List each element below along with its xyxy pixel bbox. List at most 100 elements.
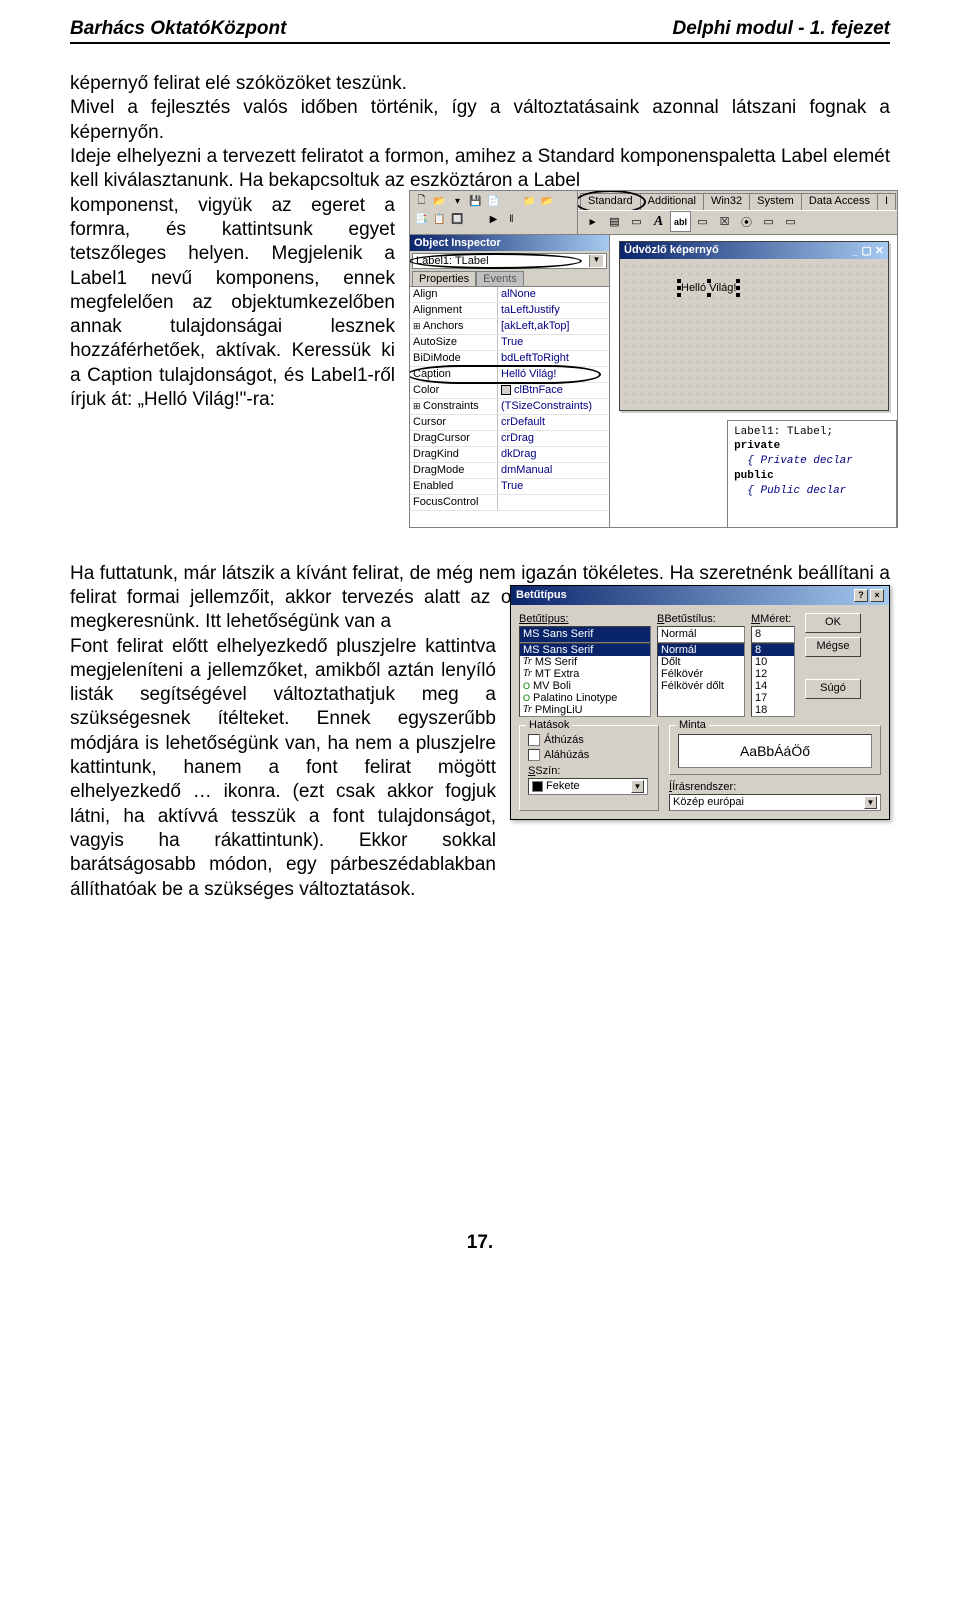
list-item[interactable]: Félkövér dőlt [658,680,744,692]
font-style-list[interactable]: NormálDőltFélkövérFélkövér dőlt [657,643,745,717]
property-row[interactable]: AlignalNone [410,287,609,303]
toolbar-button[interactable]: 📁 [521,193,538,210]
property-row[interactable]: DragModedmManual [410,463,609,479]
toolbar-button[interactable]: 📋 [431,211,448,228]
font-size-field[interactable]: 8 [751,626,795,643]
design-form-window[interactable]: Üdvözlő képernyő _ ▢ ✕ Helló Világ! [619,241,889,411]
font-size-list[interactable]: 8101214171824 [751,643,795,717]
property-row[interactable]: Anchors[akLeft,akTop] [410,319,609,335]
code-editor[interactable]: Label1: TLabel; private { Private declar… [727,420,897,528]
group-effects: Hatások [526,719,572,731]
palette-component-button[interactable]: ▭ [780,211,801,232]
property-row[interactable]: AlignmenttaLeftJustify [410,303,609,319]
code-line: public [734,470,774,482]
component-palette[interactable]: ▸▤▭AabI▭☒⦿▭▭ [578,210,897,233]
list-item[interactable]: ORaavi [520,716,650,717]
close-icon[interactable]: × [870,589,884,602]
dropdown-icon[interactable]: ▼ [631,780,644,793]
form-grid [622,262,886,408]
palette-component-button[interactable]: ▤ [604,211,625,232]
property-grid[interactable]: AlignalNoneAlignmenttaLeftJustifyAnchors… [410,286,609,527]
list-item[interactable]: Dőlt [658,656,744,668]
palette-component-button[interactable]: ▸ [582,211,603,232]
list-item[interactable]: 8 [752,644,794,656]
tab-events[interactable]: Events [476,271,524,286]
list-item[interactable]: 12 [752,668,794,680]
property-row[interactable]: CursorcrDefault [410,415,609,431]
palette-tab[interactable]: Additional [640,193,704,210]
help-icon[interactable]: ? [854,589,868,602]
property-row[interactable]: AutoSizeTrue [410,335,609,351]
toolbar-button[interactable]: 📄 [485,193,502,210]
cancel-button[interactable]: Mégse [805,637,861,657]
toolbar-button[interactable]: ▶ [485,211,502,228]
property-row[interactable]: DragKinddkDrag [410,447,609,463]
toolbar-button[interactable]: 📂 [431,193,448,210]
checkbox-underline[interactable]: Aláhúzás [528,749,650,761]
palette-component-button[interactable]: ▭ [626,211,647,232]
property-row[interactable]: EnabledTrue [410,479,609,495]
font-dialog: Betűtípus ? × Betűtípus: MS Sans Serif M… [510,585,890,820]
palette-component-button[interactable]: ☒ [714,211,735,232]
list-item[interactable]: 14 [752,680,794,692]
list-item[interactable]: TrPMingLiU [520,704,650,716]
property-row[interactable]: BiDiModebdLeftToRight [410,351,609,367]
palette-component-button[interactable]: ▭ [758,211,779,232]
palette-component-button[interactable]: A [648,211,669,232]
palette-tab[interactable]: Win32 [703,193,750,210]
list-item[interactable]: MS Sans Serif [520,644,650,656]
dropdown-icon[interactable]: ▼ [589,255,603,267]
palette-tab[interactable]: Data Access [801,193,878,210]
checkbox-strikeout[interactable]: Áthúzás [528,734,650,746]
label-script: ÍÍrásrendszer: [669,781,881,793]
toolbar-button[interactable]: ‖ [503,211,520,228]
toolbar-button[interactable] [521,211,538,228]
font-name-field[interactable]: MS Sans Serif [519,626,651,643]
list-item[interactable]: Normál [658,644,744,656]
component-palette-tabs[interactable]: StandardAdditionalWin32SystemData Access… [578,191,897,210]
paragraph-1a: képernyő felirat elé szóközöket teszünk. [70,72,890,96]
palette-tab[interactable]: System [749,193,802,210]
list-item[interactable]: OPalatino Linotype [520,692,650,704]
property-row[interactable]: CaptionHelló Világ! [410,367,609,383]
property-row[interactable]: ColorclBtnFace [410,383,609,399]
list-item[interactable]: 17 [752,692,794,704]
script-combo[interactable]: Közép európai ▼ [669,794,881,811]
object-inspector-combo[interactable]: Label1: TLabel ▼ [412,253,607,269]
tab-properties[interactable]: Properties [412,271,476,286]
list-item[interactable]: 24 [752,716,794,717]
paragraph-2-wrap: Font felirat előtt elhelyezkedő pluszjel… [70,635,496,902]
palette-tab[interactable]: I [877,193,896,210]
font-style-field[interactable]: Normál [657,626,745,643]
window-buttons[interactable]: _ ▢ ✕ [852,244,884,257]
design-label1[interactable]: Helló Világ! [680,282,737,294]
palette-component-button[interactable]: ⦿ [736,211,757,232]
toolbar-button[interactable] [557,211,574,228]
toolbar-button[interactable]: ▾ [449,193,466,210]
list-item[interactable]: TrMS Serif [520,656,650,668]
palette-component-button[interactable]: abI [670,211,691,232]
property-row[interactable]: DragCursorcrDrag [410,431,609,447]
palette-tab[interactable]: Standard [580,193,641,210]
help-button[interactable]: Súgó [805,679,861,699]
dropdown-icon[interactable]: ▼ [864,796,877,809]
toolbar-button[interactable]: 🗋 [413,193,430,210]
palette-component-button[interactable]: ▭ [692,211,713,232]
list-item[interactable]: 18 [752,704,794,716]
toolbar-button[interactable]: 🔲 [449,211,466,228]
list-item[interactable]: OMV Boli [520,680,650,692]
toolbar-button[interactable]: 💾 [467,193,484,210]
color-combo[interactable]: Fekete ▼ [528,778,648,795]
ok-button[interactable]: OK [805,613,861,633]
toolbar-button[interactable] [539,211,556,228]
toolbar-button[interactable] [503,193,520,210]
property-row[interactable]: Constraints(TSizeConstraints) [410,399,609,415]
list-item[interactable]: 10 [752,656,794,668]
toolbar-button[interactable] [467,211,484,228]
list-item[interactable]: TrMT Extra [520,668,650,680]
toolbar-button[interactable]: 📂 [539,193,556,210]
list-item[interactable]: Félkövér [658,668,744,680]
property-row[interactable]: FocusControl [410,495,609,511]
font-name-list[interactable]: MS Sans SerifTrMS SerifTrMT ExtraOMV Bol… [519,643,651,717]
toolbar-button[interactable]: 📑 [413,211,430,228]
